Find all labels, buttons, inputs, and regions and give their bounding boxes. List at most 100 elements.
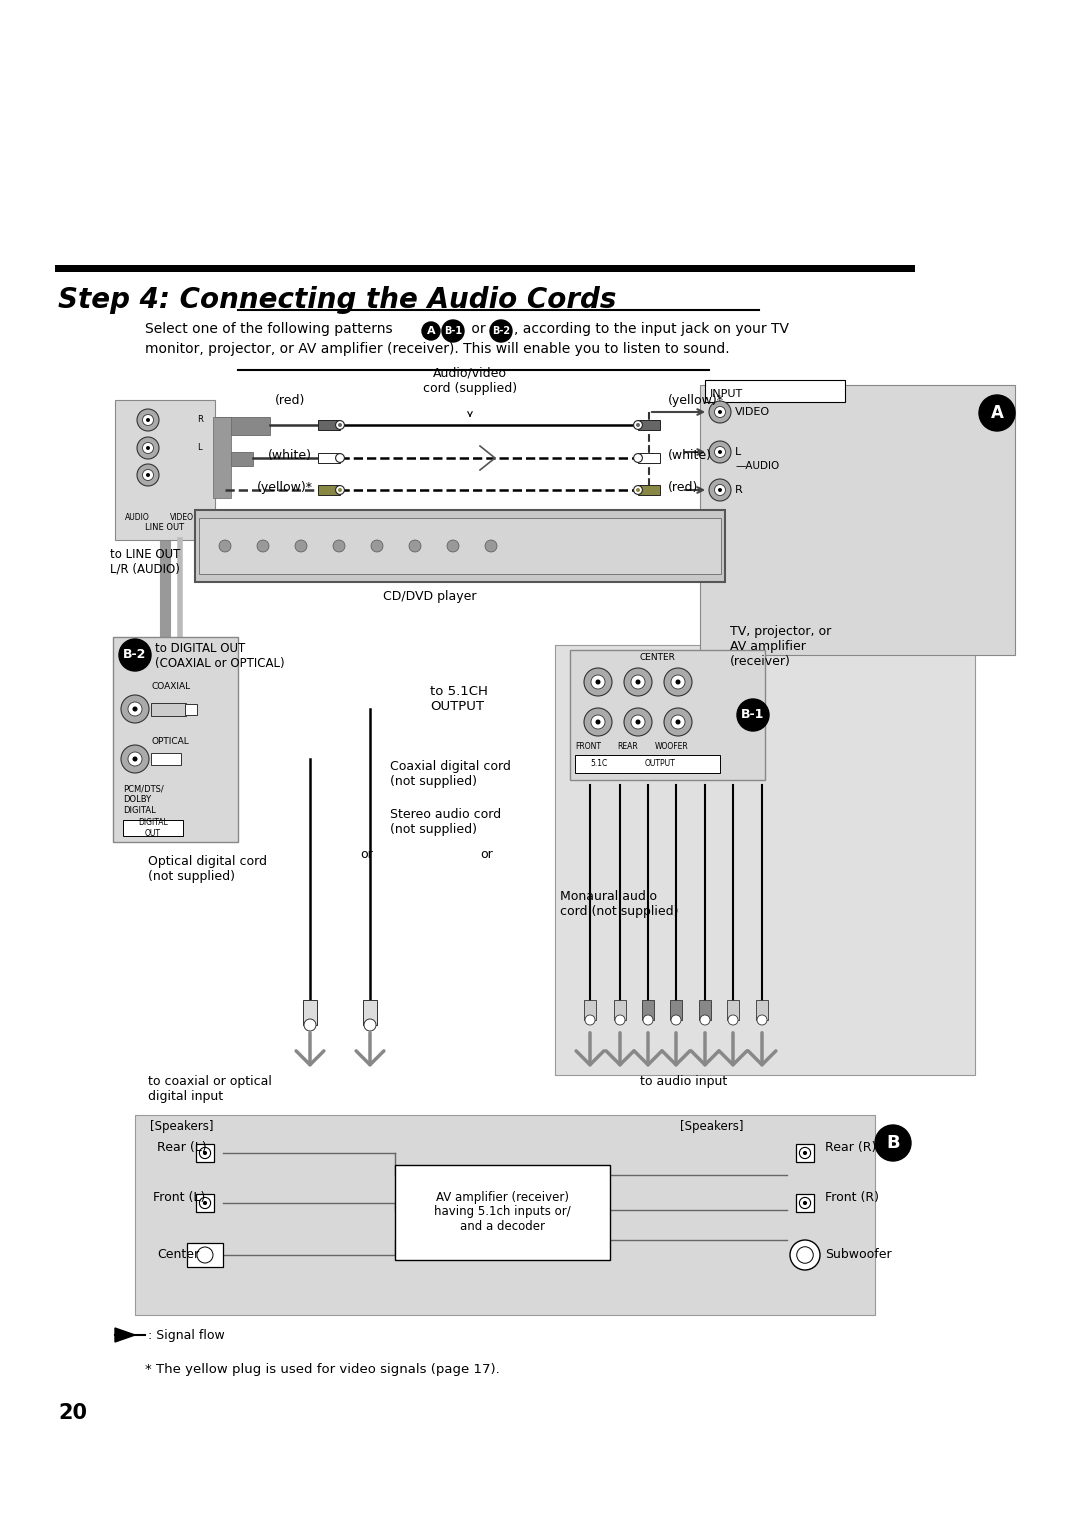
Text: B-1: B-1 bbox=[741, 709, 765, 721]
Circle shape bbox=[442, 319, 464, 342]
Text: LINE OUT: LINE OUT bbox=[146, 523, 185, 532]
Text: R: R bbox=[197, 416, 203, 425]
Circle shape bbox=[143, 414, 153, 425]
Text: , according to the input jack on your TV: , according to the input jack on your TV bbox=[514, 322, 789, 336]
Circle shape bbox=[635, 680, 640, 685]
Bar bbox=[303, 999, 318, 1025]
Text: : Signal flow: : Signal flow bbox=[148, 1328, 225, 1342]
Circle shape bbox=[146, 446, 150, 449]
Circle shape bbox=[700, 1015, 710, 1025]
Circle shape bbox=[634, 486, 643, 495]
Text: to audio input: to audio input bbox=[640, 1076, 727, 1088]
Circle shape bbox=[636, 487, 640, 492]
Circle shape bbox=[219, 539, 231, 552]
Bar bbox=[670, 999, 681, 1021]
Bar bbox=[318, 452, 340, 463]
Circle shape bbox=[664, 707, 692, 736]
Text: [Speakers]: [Speakers] bbox=[150, 1120, 214, 1132]
Circle shape bbox=[372, 539, 383, 552]
Bar bbox=[638, 452, 660, 463]
Text: Rear (R): Rear (R) bbox=[825, 1140, 876, 1154]
Text: WOOFER: WOOFER bbox=[654, 743, 689, 750]
Text: REAR: REAR bbox=[617, 743, 638, 750]
Text: L: L bbox=[735, 448, 741, 457]
Circle shape bbox=[303, 1019, 316, 1031]
Circle shape bbox=[636, 423, 640, 426]
Circle shape bbox=[364, 1019, 376, 1031]
Circle shape bbox=[675, 680, 680, 685]
Circle shape bbox=[634, 454, 643, 463]
Text: A: A bbox=[427, 325, 435, 336]
Text: to DIGITAL OUT
(COAXIAL or OPTICAL): to DIGITAL OUT (COAXIAL or OPTICAL) bbox=[156, 642, 285, 669]
Text: Front (L): Front (L) bbox=[153, 1190, 205, 1204]
Bar bbox=[114, 400, 215, 539]
Circle shape bbox=[584, 707, 612, 736]
Bar bbox=[584, 999, 596, 1021]
Circle shape bbox=[200, 1198, 211, 1209]
Circle shape bbox=[338, 487, 342, 492]
Circle shape bbox=[336, 454, 345, 463]
Circle shape bbox=[708, 400, 731, 423]
Text: 5.1C: 5.1C bbox=[590, 759, 607, 769]
Text: TV, projector, or
AV amplifier
(receiver): TV, projector, or AV amplifier (receiver… bbox=[730, 625, 832, 668]
Circle shape bbox=[799, 1148, 811, 1158]
Text: COAXIAL: COAXIAL bbox=[151, 681, 190, 691]
Bar bbox=[187, 1242, 222, 1267]
Circle shape bbox=[447, 539, 459, 552]
Bar bbox=[215, 452, 253, 466]
Text: ,: , bbox=[441, 322, 449, 336]
Bar bbox=[55, 264, 915, 272]
Text: (white): (white) bbox=[669, 449, 712, 463]
Text: (white): (white) bbox=[268, 449, 312, 463]
Circle shape bbox=[146, 474, 150, 477]
Circle shape bbox=[715, 406, 726, 417]
Circle shape bbox=[333, 539, 345, 552]
Bar bbox=[215, 417, 270, 435]
Bar bbox=[185, 704, 197, 715]
Text: B-2: B-2 bbox=[123, 648, 147, 662]
Text: Rear (L): Rear (L) bbox=[157, 1140, 206, 1154]
Circle shape bbox=[137, 410, 159, 431]
Text: AV amplifier (receiver)
having 5.1ch inputs or/
and a decoder: AV amplifier (receiver) having 5.1ch inp… bbox=[434, 1190, 570, 1233]
Circle shape bbox=[718, 487, 723, 492]
Circle shape bbox=[338, 455, 342, 460]
Circle shape bbox=[203, 1201, 207, 1206]
Text: Monaural audio
cord (not supplied): Monaural audio cord (not supplied) bbox=[561, 889, 678, 918]
Text: FRONT: FRONT bbox=[575, 743, 600, 750]
Circle shape bbox=[143, 469, 153, 480]
Text: monitor, projector, or AV amplifier (receiver). This will enable you to listen t: monitor, projector, or AV amplifier (rec… bbox=[145, 342, 730, 356]
Circle shape bbox=[615, 1015, 625, 1025]
Bar bbox=[638, 420, 660, 429]
Circle shape bbox=[636, 455, 640, 460]
Text: or: or bbox=[467, 322, 490, 336]
Circle shape bbox=[485, 539, 497, 552]
Text: VIDEO: VIDEO bbox=[170, 513, 194, 523]
Text: Audio/video
cord (supplied): Audio/video cord (supplied) bbox=[423, 367, 517, 396]
Circle shape bbox=[718, 410, 723, 414]
Circle shape bbox=[708, 442, 731, 463]
Circle shape bbox=[133, 706, 137, 712]
Circle shape bbox=[490, 319, 512, 342]
Text: VIDEO: VIDEO bbox=[735, 406, 770, 417]
Text: CENTER: CENTER bbox=[639, 652, 675, 662]
Circle shape bbox=[875, 1125, 912, 1161]
Bar bbox=[555, 645, 975, 1076]
Bar bbox=[199, 518, 721, 575]
Circle shape bbox=[671, 675, 685, 689]
Bar bbox=[705, 380, 845, 402]
Circle shape bbox=[797, 1247, 813, 1264]
Circle shape bbox=[203, 1151, 207, 1155]
Circle shape bbox=[624, 707, 652, 736]
Circle shape bbox=[789, 1241, 820, 1270]
Text: A: A bbox=[990, 403, 1003, 422]
Bar bbox=[700, 385, 1015, 656]
Circle shape bbox=[336, 420, 345, 429]
Bar bbox=[123, 821, 183, 836]
Text: (yellow)*: (yellow)* bbox=[257, 481, 313, 495]
Text: Optical digital cord
(not supplied): Optical digital cord (not supplied) bbox=[148, 856, 267, 883]
Circle shape bbox=[715, 446, 726, 457]
Text: to 5.1CH
OUTPUT: to 5.1CH OUTPUT bbox=[430, 685, 488, 714]
Bar bbox=[642, 999, 654, 1021]
Bar bbox=[363, 999, 377, 1025]
Circle shape bbox=[129, 752, 141, 766]
